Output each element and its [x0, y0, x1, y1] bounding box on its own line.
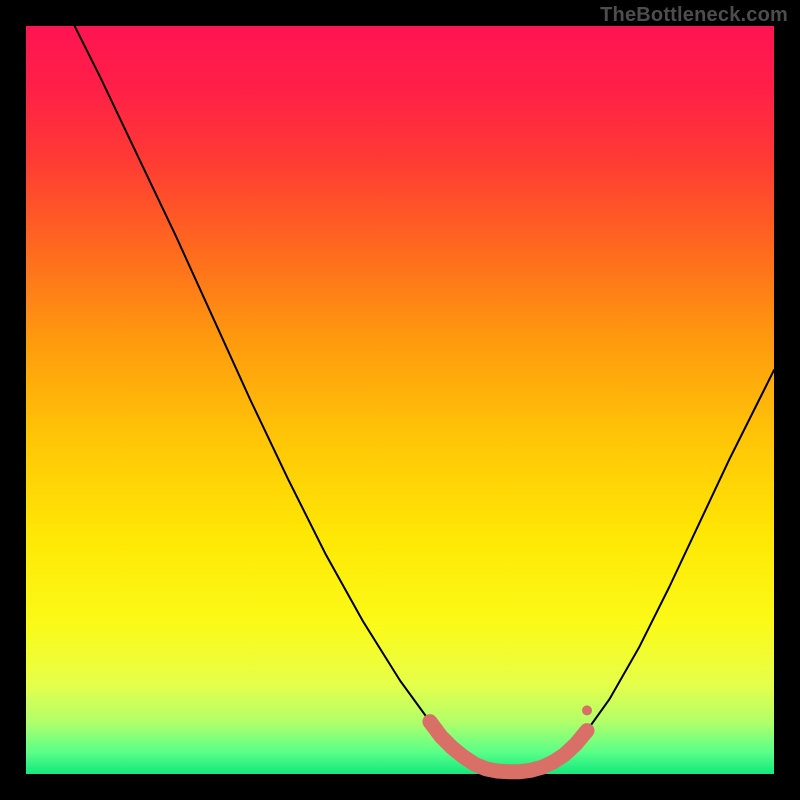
- chart-container: TheBottleneck.com: [0, 0, 800, 800]
- chart-background-gradient: [26, 26, 774, 774]
- bottleneck-curve-chart: [0, 0, 800, 800]
- watermark-text: TheBottleneck.com: [600, 4, 788, 27]
